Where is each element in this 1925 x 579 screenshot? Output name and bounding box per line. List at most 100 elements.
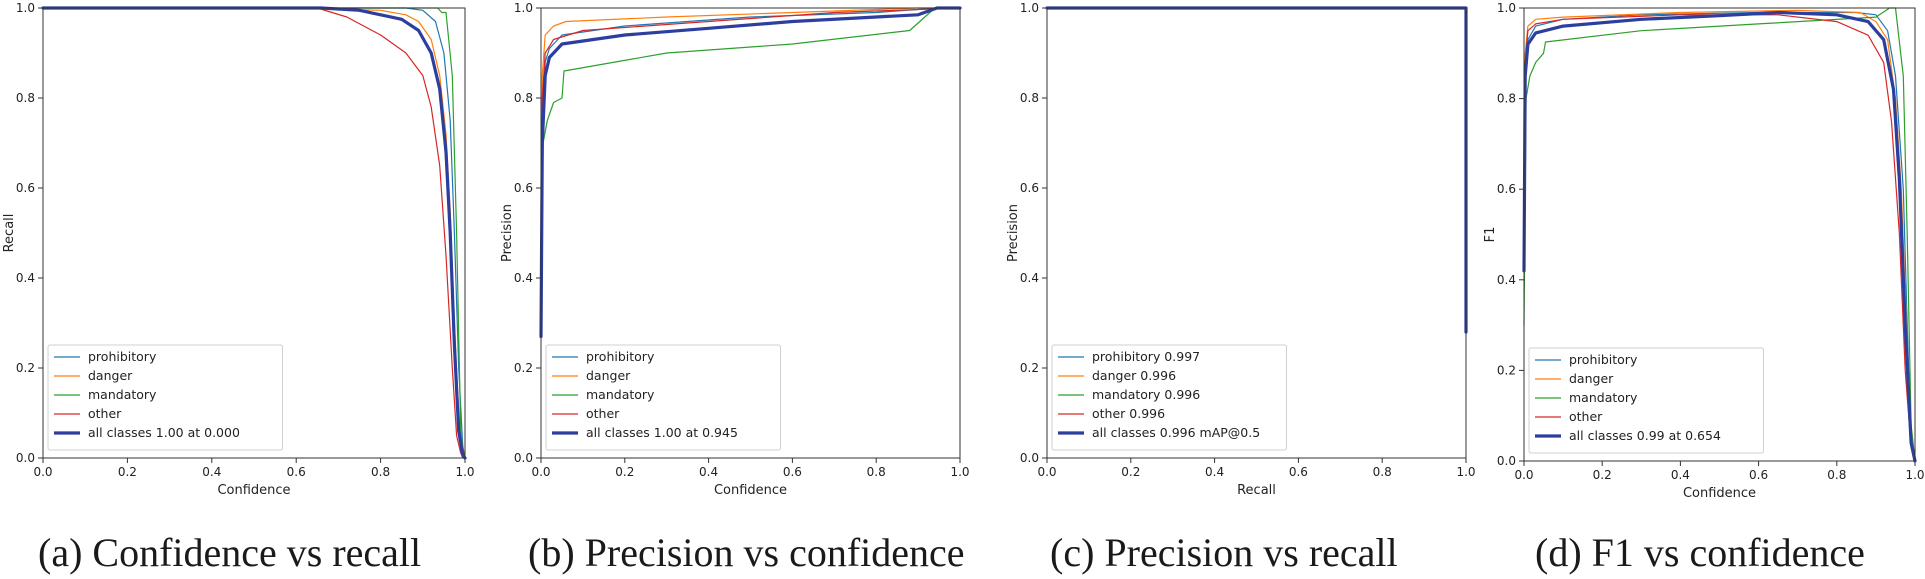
axes-frame [1523,7,1916,462]
x-tick-label: 0.2 [118,465,137,479]
legend-label-4: other [586,406,620,421]
x-tick-label: 0.6 [287,465,306,479]
legend-label-2: danger [1569,371,1614,386]
x-axis-label: Confidence [1683,486,1756,501]
legend: prohibitory danger mandatory other all class… [1528,347,1764,454]
x-tick-label: 0.8 [867,465,886,479]
x-tick-label: 1.0 [950,465,969,479]
y-tick-label: 0.2 [1020,361,1039,375]
x-tick-label: 0.2 [1593,468,1612,482]
legend: prohibitory danger mandatory other all class… [47,344,283,451]
y-tick-label: 0.8 [16,91,35,105]
legend: prohibitory 0.997 danger 0.996 mandatory 0… [1051,344,1287,451]
y-tick-label: 0.6 [1020,181,1039,195]
series-line-5 [539,6,962,339]
chart-panel-3: 0.0 0.2 0.4 0.6 0.8 1.0 0.0 0.2 0.4 0.6 0.8 1.0 Reca… [1006,1,1476,575]
y-tick-label: 1.0 [1020,1,1039,15]
legend: prohibitory danger mandatory other all class… [545,344,781,451]
legend-label-1: prohibitory 0.997 [1092,349,1200,364]
legend-label-4: other 0.996 [1092,406,1165,421]
y-tick-label: 0.0 [1020,451,1039,465]
y-tick-label: 0.6 [1497,182,1516,196]
legend-label-4: other [88,406,122,421]
x-tick-label: 0.8 [371,465,390,479]
x-tick-label: 1.0 [1905,468,1924,482]
axes-frame [42,7,466,459]
y-tick-label: 0.6 [514,181,533,195]
x-tick-label: 0.0 [1037,465,1056,479]
y-axis-label: Recall [2,214,17,253]
x-axis-label: Recall [1237,483,1276,498]
legend-label-3: mandatory [586,387,655,402]
x-axis-label: Confidence [714,483,787,498]
x-tick-label: 1.0 [1456,465,1475,479]
x-tick-label: 0.4 [1205,465,1224,479]
panel-caption: (a) Confidence vs recall [38,530,421,575]
y-tick-label: 0.2 [16,361,35,375]
chart-panel-4: 0.0 0.2 0.4 0.6 0.8 1.0 0.0 0.2 0.4 0.6 0.8 1.0 Conf… [1483,1,1925,575]
series-line-3 [540,7,961,324]
x-tick-label: 0.8 [1373,465,1392,479]
y-tick-label: 1.0 [1497,1,1516,15]
y-tick-label: 1.0 [514,1,533,15]
legend-label-1: prohibitory [88,349,157,364]
legend-box [1528,347,1764,454]
series-line-4 [1523,14,1916,462]
x-tick-label: 0.6 [783,465,802,479]
y-tick-label: 0.8 [514,91,533,105]
x-tick-label: 0.4 [699,465,718,479]
legend-label-3: mandatory [1569,390,1638,405]
x-tick-label: 1.0 [455,465,474,479]
axes-frame [1046,7,1467,459]
y-tick-label: 0.0 [514,451,533,465]
chart-panel-1: 0.0 0.2 0.4 0.6 0.8 1.0 0.0 0.2 0.4 0.6 0.8 1.0 Conf… [2,1,475,575]
series-line-2 [540,7,961,324]
chart-panel-2: 0.0 0.2 0.4 0.6 0.8 1.0 0.0 0.2 0.4 0.6 0.8 1.0 Conf… [500,1,970,575]
x-tick-label: 0.0 [1514,468,1533,482]
x-tick-label: 0.0 [33,465,52,479]
series-line-4 [540,7,961,324]
x-tick-label: 0.6 [1289,465,1308,479]
y-tick-label: 0.0 [1497,454,1516,468]
x-tick-label: 0.6 [1749,468,1768,482]
legend-label-2: danger 0.996 [1092,368,1176,383]
series-line-5 [1522,10,1917,463]
x-tick-label: 0.0 [531,465,550,479]
legend-label-3: mandatory 0.996 [1092,387,1200,402]
panel-caption: (c) Precision vs recall [1050,530,1398,575]
x-tick-label: 0.2 [615,465,634,479]
y-tick-label: 0.4 [16,271,35,285]
legend-label-4: other [1569,409,1603,424]
x-tick-label: 0.4 [202,465,221,479]
panel-caption: (d) F1 vs confidence [1535,530,1865,575]
panel-caption: (b) Precision vs confidence [528,530,965,575]
legend-box [545,344,781,451]
legend-box [47,344,283,451]
legend-label-5: all classes 1.00 at 0.000 [88,425,240,440]
legend-box [1051,344,1287,451]
y-tick-label: 0.8 [1497,92,1516,106]
legend-label-2: danger [586,368,631,383]
y-axis-label: Precision [1006,204,1021,262]
y-tick-label: 0.4 [1497,273,1516,287]
y-tick-label: 0.4 [514,271,533,285]
y-tick-label: 0.2 [1497,363,1516,377]
legend-label-5: all classes 1.00 at 0.945 [586,425,738,440]
legend-label-5: all classes 0.996 mAP@0.5 [1092,425,1260,440]
x-tick-label: 0.2 [1121,465,1140,479]
y-tick-label: 1.0 [16,1,35,15]
axes-frame [540,7,961,459]
series-line-3 [1523,7,1916,462]
x-axis-label: Confidence [217,483,290,498]
x-tick-label: 0.4 [1671,468,1690,482]
series-line-5 [41,6,467,460]
y-axis-label: F1 [1483,227,1498,243]
y-tick-label: 0.0 [16,451,35,465]
series-line-4 [42,7,466,459]
legend-label-5: all classes 0.99 at 0.654 [1569,428,1721,443]
legend-label-2: danger [88,368,133,383]
x-tick-label: 0.8 [1827,468,1846,482]
legend-label-1: prohibitory [586,349,655,364]
y-axis-label: Precision [500,204,515,262]
y-tick-label: 0.2 [514,361,533,375]
